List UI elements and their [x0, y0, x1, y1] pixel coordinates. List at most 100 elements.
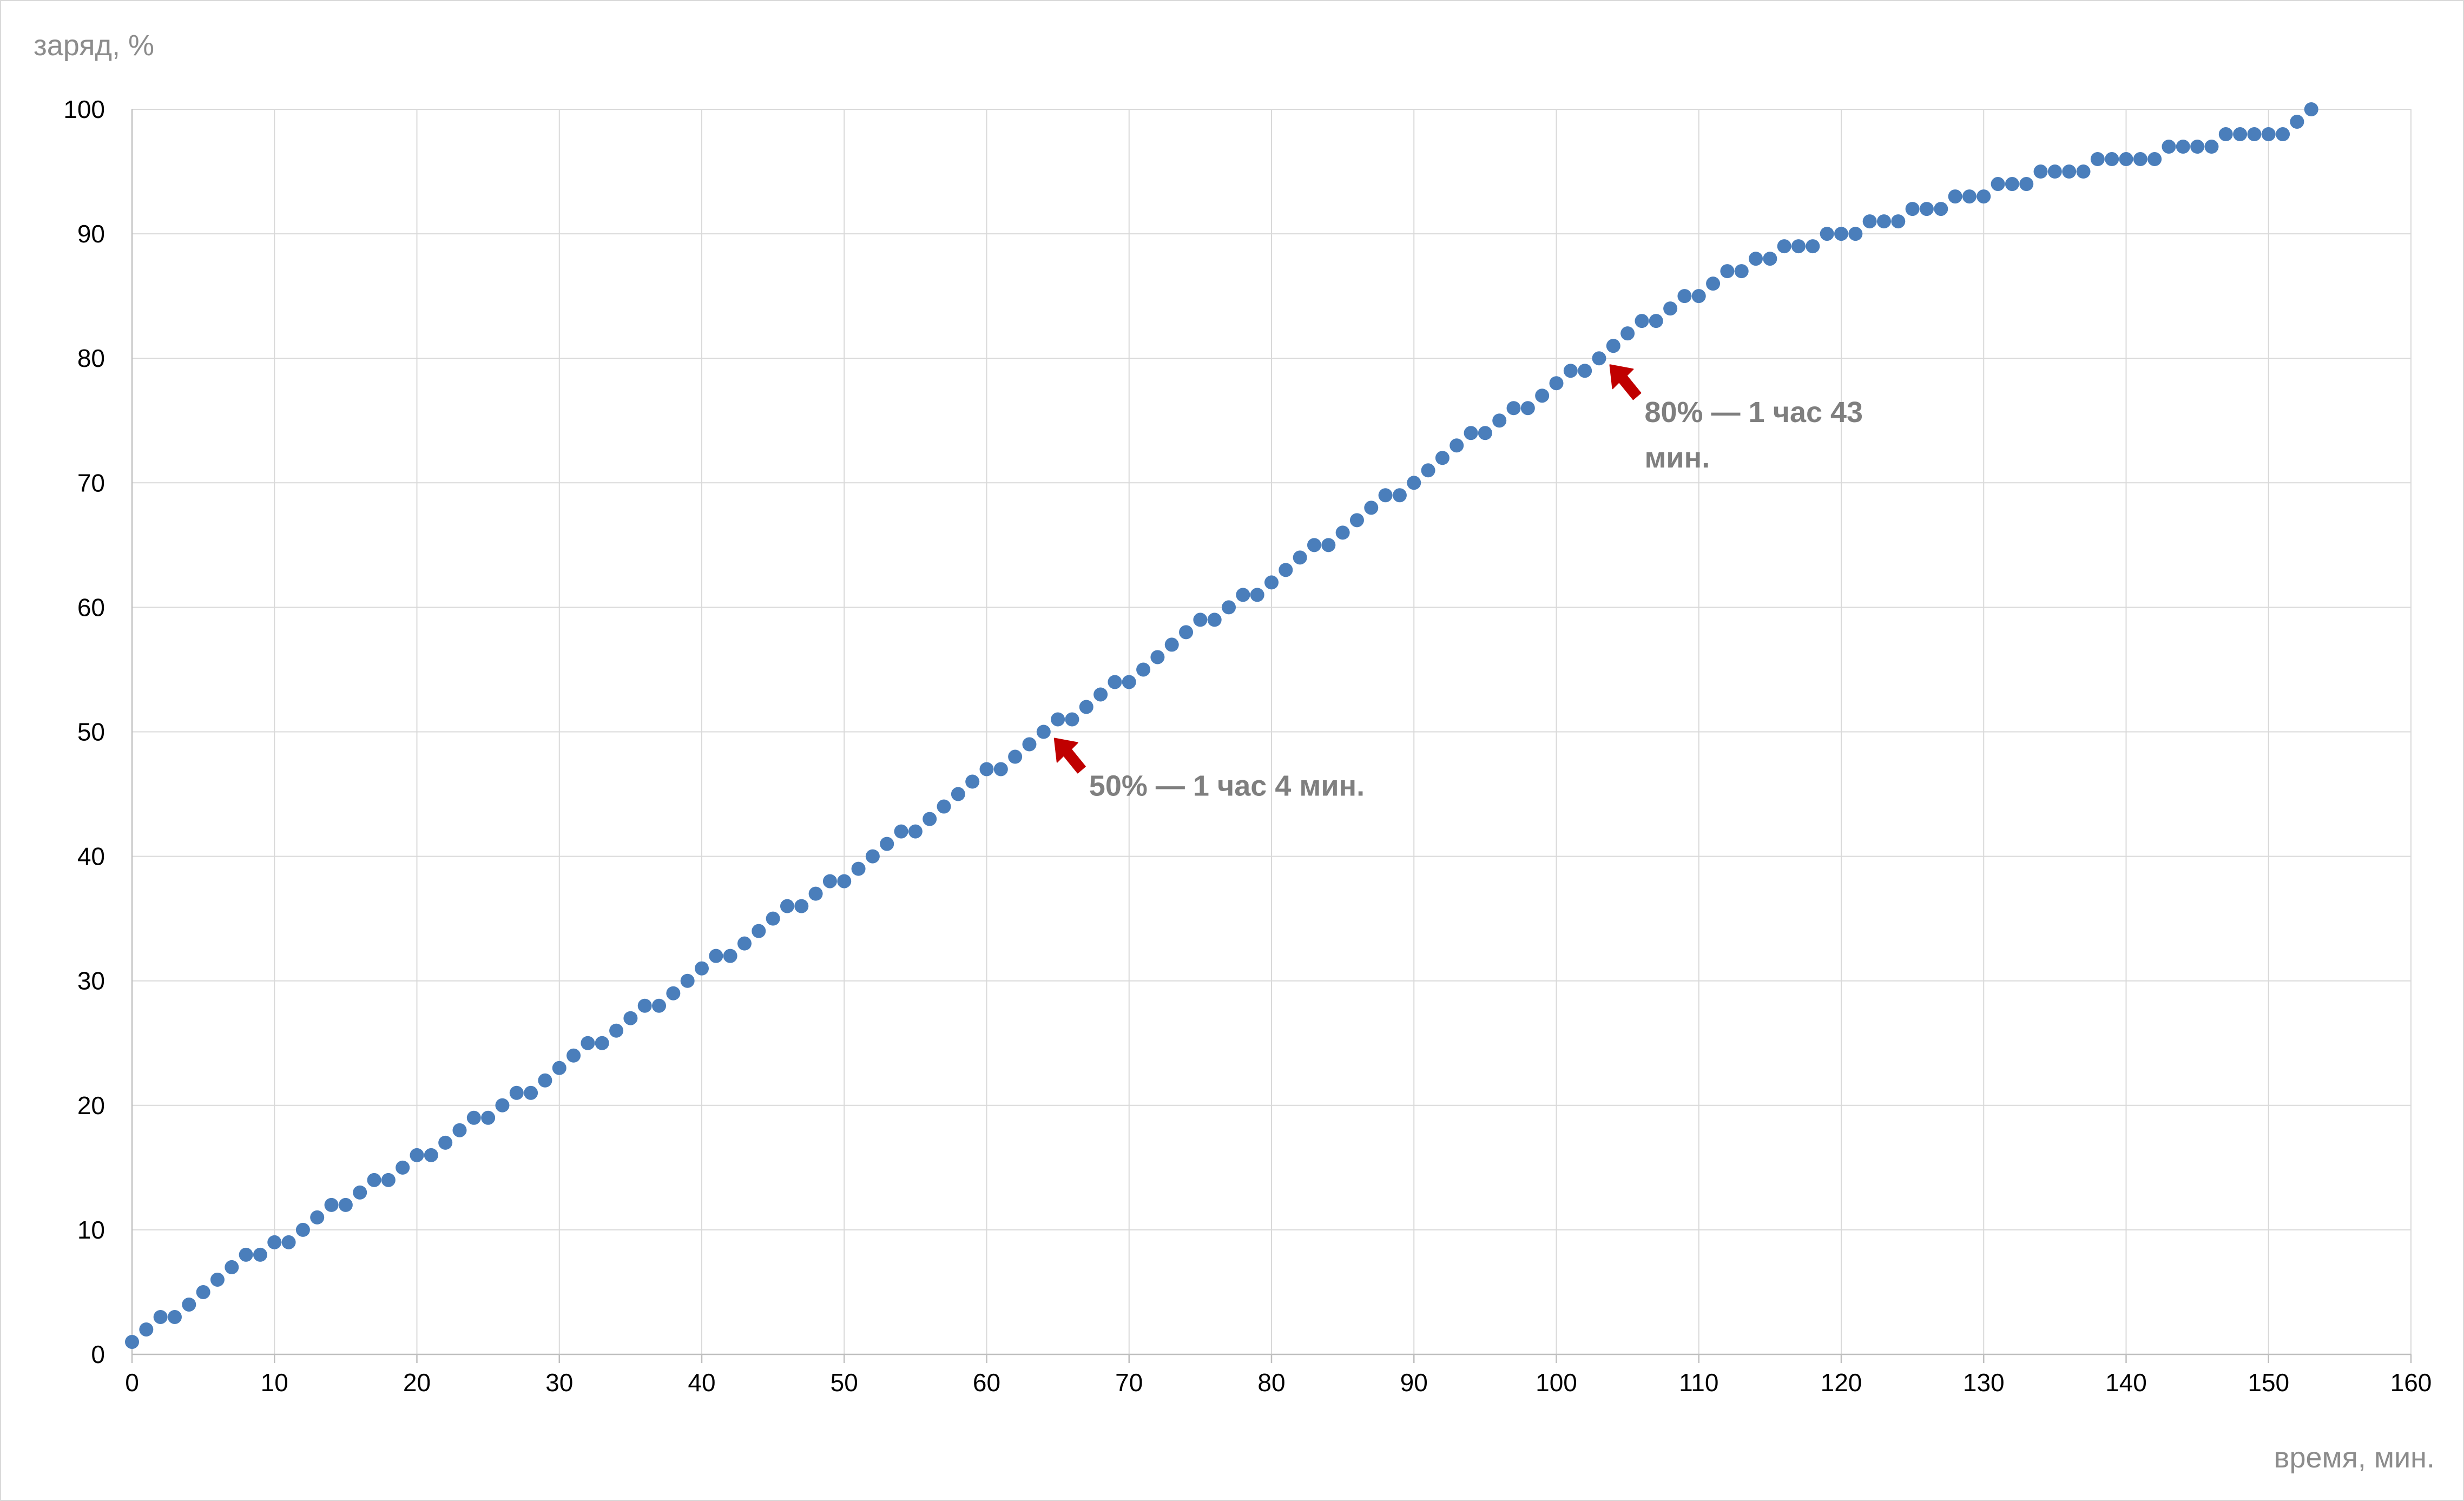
data-point [1606, 339, 1620, 353]
data-point [495, 1098, 510, 1112]
data-point [2204, 140, 2219, 154]
data-point [1549, 376, 1564, 391]
y-tick-label: 30 [77, 967, 105, 995]
data-point [2076, 164, 2091, 179]
data-point [1136, 662, 1151, 677]
data-point [908, 824, 923, 839]
data-point [1207, 613, 1222, 627]
data-point [1307, 538, 1321, 552]
data-point [139, 1322, 154, 1337]
data-point [1179, 625, 1194, 640]
data-point [167, 1309, 182, 1324]
data-point [937, 799, 951, 814]
data-point [2105, 152, 2119, 167]
data-point [1293, 550, 1307, 565]
data-point [1506, 401, 1521, 416]
data-point [2233, 127, 2248, 142]
data-point [723, 949, 737, 963]
data-point [2019, 177, 2034, 192]
data-point [125, 1334, 139, 1349]
data-point [2304, 102, 2318, 116]
x-tick-label: 40 [688, 1368, 715, 1397]
data-point [2190, 140, 2205, 154]
y-tick-label: 0 [91, 1340, 105, 1368]
data-point [1962, 189, 1977, 204]
data-point [410, 1148, 424, 1162]
data-point [1051, 712, 1065, 727]
data-point [1592, 351, 1606, 366]
x-axis-label: время, мин. [2274, 1441, 2435, 1474]
data-point [424, 1148, 438, 1162]
gridlines [132, 109, 2412, 1354]
x-tick-label: 20 [403, 1368, 431, 1397]
data-point [1250, 588, 1264, 602]
data-point [794, 899, 809, 913]
y-tick-label: 40 [77, 842, 105, 871]
data-point [182, 1297, 196, 1312]
annotation-arrow-icon [1609, 364, 1642, 400]
x-tick-label: 80 [1257, 1368, 1285, 1397]
data-point [609, 1023, 624, 1038]
data-point [1791, 239, 1806, 254]
data-point [2133, 152, 2147, 167]
data-point [1236, 588, 1250, 602]
data-point [637, 998, 652, 1013]
data-point [2033, 164, 2048, 179]
data-point [1919, 202, 1934, 216]
data-point [666, 986, 681, 1000]
y-tick-label: 60 [77, 593, 105, 621]
data-point [1777, 239, 1791, 254]
data-point [979, 762, 994, 776]
data-point [196, 1285, 210, 1299]
y-tick-label: 10 [77, 1216, 105, 1244]
x-tick-label: 50 [831, 1368, 858, 1397]
x-tick-label: 120 [1821, 1368, 1862, 1397]
x-tick-label: 30 [545, 1368, 573, 1397]
arrow-shape [1609, 364, 1642, 400]
y-tick-label: 20 [77, 1091, 105, 1120]
data-point [1720, 264, 1735, 279]
y-tick-label: 70 [77, 469, 105, 497]
data-point [210, 1272, 225, 1287]
data-point [353, 1185, 367, 1200]
data-point [1520, 401, 1535, 416]
data-point [737, 936, 752, 951]
data-point [993, 762, 1008, 776]
data-point [581, 1036, 595, 1050]
annotations: 50% — 1 час 4 мин. 80% — 1 час 43 мин. [1053, 364, 1863, 802]
data-point [1578, 364, 1592, 378]
data-point [239, 1247, 253, 1262]
data-point [481, 1110, 496, 1125]
x-tick-label: 140 [2105, 1368, 2147, 1397]
data-point [1535, 389, 1550, 403]
data-point [281, 1235, 296, 1249]
data-point [153, 1309, 168, 1324]
data-point [865, 849, 880, 864]
data-point [894, 824, 908, 839]
data-point [1222, 600, 1236, 615]
data-point [1977, 189, 1991, 204]
y-tick-label: 100 [63, 95, 105, 123]
axes [131, 109, 2412, 1363]
annotation-label: 50% — 1 час 4 мин. [1089, 770, 1365, 802]
data-point [851, 861, 866, 876]
y-tick-label: 50 [77, 718, 105, 746]
data-point [1022, 737, 1037, 752]
data-point [1749, 252, 1763, 266]
data-point [1264, 575, 1279, 590]
data-point [837, 874, 852, 888]
data-point [310, 1210, 325, 1225]
arrow-shape [1053, 738, 1086, 774]
data-points [125, 102, 2318, 1349]
data-point [1991, 177, 2005, 192]
data-point [538, 1073, 552, 1088]
data-point [951, 787, 965, 801]
data-point [438, 1135, 453, 1150]
annotation-label: 80% — 1 час 43 [1644, 396, 1863, 429]
data-point [595, 1036, 609, 1050]
data-point [1663, 301, 1678, 316]
data-point [1450, 438, 1464, 453]
y-tick-label: 90 [77, 220, 105, 248]
